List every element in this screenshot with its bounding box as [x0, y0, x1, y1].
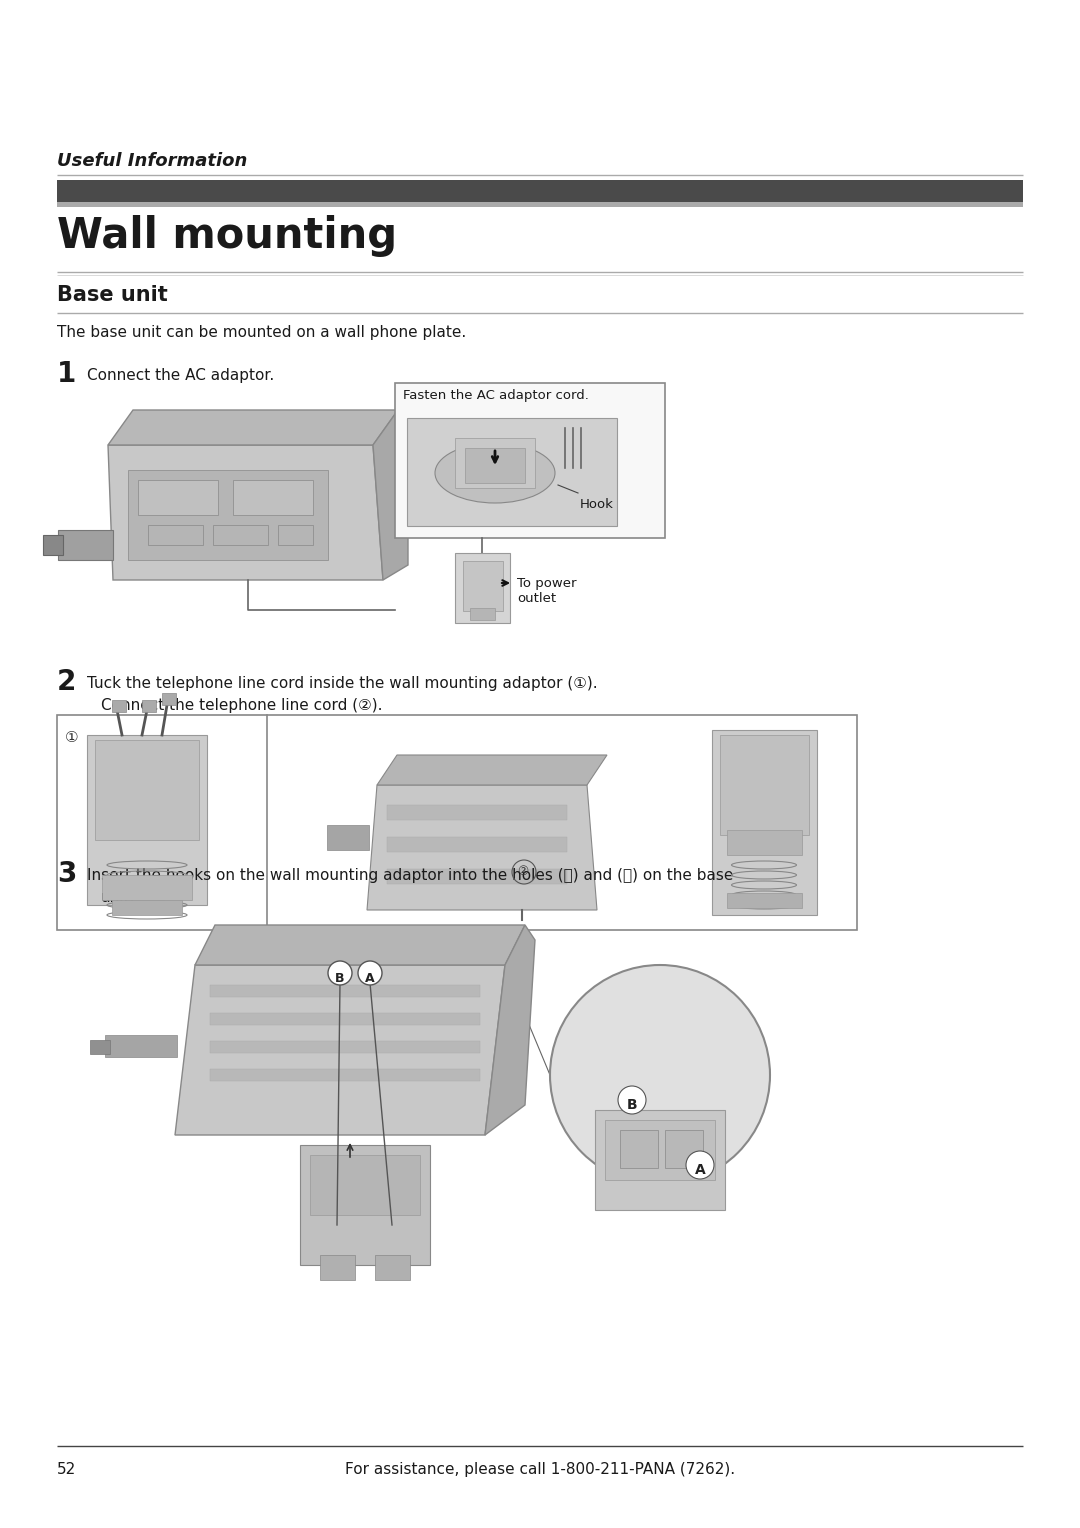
Text: B: B: [626, 1099, 637, 1112]
Polygon shape: [377, 755, 607, 785]
Circle shape: [328, 961, 352, 986]
Bar: [465, 448, 525, 483]
Bar: [148, 526, 203, 545]
Polygon shape: [367, 785, 597, 911]
Bar: [387, 805, 567, 821]
Bar: [595, 1109, 725, 1210]
Bar: [233, 480, 313, 515]
Bar: [210, 1070, 480, 1080]
Bar: [57, 202, 1023, 206]
Bar: [105, 1034, 177, 1057]
Text: Useful Information: Useful Information: [57, 151, 247, 170]
Bar: [138, 480, 218, 515]
Bar: [162, 694, 176, 704]
Bar: [43, 535, 63, 555]
Text: A: A: [365, 972, 375, 986]
Ellipse shape: [435, 443, 555, 503]
Text: 3: 3: [57, 860, 77, 888]
Text: 2: 2: [57, 668, 77, 695]
Text: ①: ①: [65, 730, 79, 746]
Bar: [407, 419, 617, 526]
Circle shape: [357, 961, 382, 986]
Text: B: B: [335, 972, 345, 986]
Bar: [112, 900, 183, 915]
Bar: [455, 553, 510, 623]
Bar: [210, 1041, 480, 1053]
Bar: [278, 526, 313, 545]
Bar: [470, 608, 495, 620]
Bar: [57, 180, 1023, 202]
Bar: [310, 1155, 420, 1215]
Text: The base unit can be mounted on a wall phone plate.: The base unit can be mounted on a wall p…: [57, 325, 467, 341]
Text: A: A: [694, 1163, 705, 1177]
Bar: [395, 384, 665, 538]
Polygon shape: [373, 410, 408, 581]
Bar: [463, 561, 503, 611]
Circle shape: [618, 1086, 646, 1114]
Bar: [57, 715, 858, 931]
Bar: [95, 740, 199, 840]
Text: 1: 1: [57, 361, 77, 388]
Bar: [620, 1131, 658, 1167]
Text: Hook: Hook: [580, 498, 613, 510]
Bar: [727, 830, 802, 856]
Bar: [213, 526, 268, 545]
Bar: [727, 892, 802, 908]
Text: Connect the telephone line cord (②).: Connect the telephone line cord (②).: [102, 698, 382, 714]
Bar: [375, 1254, 410, 1280]
Bar: [327, 825, 369, 850]
Text: unit.: unit.: [102, 889, 135, 905]
Bar: [320, 1254, 355, 1280]
Bar: [141, 700, 156, 712]
Bar: [210, 1013, 480, 1025]
Bar: [112, 700, 126, 712]
Polygon shape: [108, 445, 383, 581]
Bar: [87, 735, 207, 905]
Text: To power
outlet: To power outlet: [517, 578, 577, 605]
Polygon shape: [485, 924, 535, 1135]
Polygon shape: [175, 966, 505, 1135]
Bar: [102, 876, 192, 900]
Polygon shape: [195, 924, 525, 966]
Bar: [129, 471, 328, 559]
Text: For assistance, please call 1-800-211-PANA (7262).: For assistance, please call 1-800-211-PA…: [345, 1462, 735, 1478]
Bar: [665, 1131, 703, 1167]
Bar: [712, 730, 816, 915]
Bar: [387, 869, 567, 885]
Text: Connect the AC adaptor.: Connect the AC adaptor.: [87, 368, 274, 384]
Bar: [720, 735, 809, 834]
Bar: [605, 1120, 715, 1180]
Polygon shape: [108, 410, 399, 445]
Bar: [387, 837, 567, 853]
Bar: [300, 1144, 430, 1265]
Bar: [210, 986, 480, 996]
Circle shape: [686, 1151, 714, 1180]
Text: Insert the hooks on the wall mounting adaptor into the holes (Ⓐ) and (Ⓑ) on the : Insert the hooks on the wall mounting ad…: [87, 868, 733, 883]
Bar: [455, 439, 535, 487]
Text: Wall mounting: Wall mounting: [57, 215, 397, 257]
Text: Tuck the telephone line cord inside the wall mounting adaptor (①).: Tuck the telephone line cord inside the …: [87, 675, 597, 691]
Text: ②: ②: [517, 865, 528, 879]
Text: Fasten the AC adaptor cord.: Fasten the AC adaptor cord.: [403, 390, 589, 402]
Bar: [90, 1041, 110, 1054]
Polygon shape: [58, 530, 113, 559]
Circle shape: [550, 966, 770, 1186]
Text: Base unit: Base unit: [57, 286, 167, 306]
Text: 52: 52: [57, 1462, 77, 1478]
